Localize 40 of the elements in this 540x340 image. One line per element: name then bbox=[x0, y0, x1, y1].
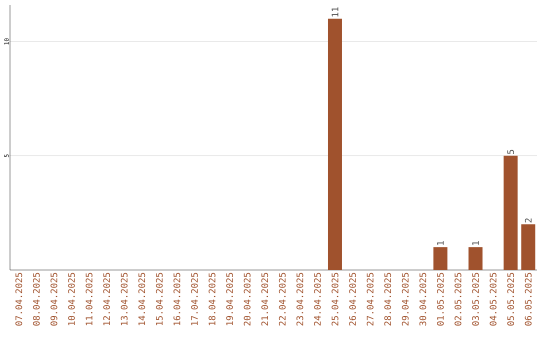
data-label: 2 bbox=[524, 218, 532, 222]
x-tick-label: 28.04.2025 bbox=[384, 272, 392, 326]
x-tick-label: 13.04.2025 bbox=[120, 272, 128, 326]
x-tick-label: 01.05.2025 bbox=[436, 272, 444, 326]
x-tick-label: 20.04.2025 bbox=[244, 272, 251, 326]
x-tick-label: 16.04.2025 bbox=[173, 272, 180, 326]
bar bbox=[468, 247, 483, 270]
data-label: 1 bbox=[472, 241, 479, 245]
x-tick-label: 05.05.2025 bbox=[507, 272, 514, 326]
x-tick-label: 18.04.2025 bbox=[208, 272, 216, 326]
x-tick-label: 02.05.2025 bbox=[454, 272, 462, 326]
data-label: 1 bbox=[437, 241, 444, 245]
data-label: 5 bbox=[507, 150, 514, 154]
x-tick-label: 22.04.2025 bbox=[278, 272, 286, 326]
x-tick-label: 14.04.2025 bbox=[138, 272, 146, 326]
x-tick-label: 27.04.2025 bbox=[366, 272, 374, 326]
x-tick-label: 21.04.2025 bbox=[261, 272, 268, 326]
x-tick-label: 12.04.2025 bbox=[103, 272, 110, 326]
bar bbox=[433, 247, 448, 270]
x-tick-label: 03.05.2025 bbox=[472, 272, 479, 326]
x-tick-label: 08.04.2025 bbox=[32, 272, 40, 326]
x-tick-label: 07.04.2025 bbox=[15, 272, 22, 326]
x-tick-label: 26.04.2025 bbox=[349, 272, 356, 326]
bar bbox=[504, 156, 518, 270]
x-tick-label: 11.04.2025 bbox=[86, 272, 92, 326]
x-tick-label: 04.05.2025 bbox=[490, 272, 496, 326]
x-tick-label: 17.04.2025 bbox=[191, 272, 198, 326]
data-label: 11 bbox=[332, 7, 338, 16]
x-tick-label: 24.04.2025 bbox=[314, 272, 321, 326]
x-tick-label: 15.04.2025 bbox=[156, 272, 163, 326]
x-tick-label: 10.04.2025 bbox=[68, 272, 75, 326]
x-tick-label: 29.04.2025 bbox=[402, 272, 409, 326]
bar bbox=[328, 18, 342, 270]
x-tick-label: 23.04.2025 bbox=[296, 272, 304, 326]
bar bbox=[521, 224, 536, 270]
x-tick-label: 30.04.2025 bbox=[419, 272, 426, 326]
x-tick-label: 25.04.2025 bbox=[332, 272, 338, 326]
x-tick-label: 06.05.2025 bbox=[524, 272, 532, 326]
x-tick-label: 09.04.2025 bbox=[50, 272, 58, 326]
x-tick-label: 19.04.2025 bbox=[226, 272, 233, 326]
